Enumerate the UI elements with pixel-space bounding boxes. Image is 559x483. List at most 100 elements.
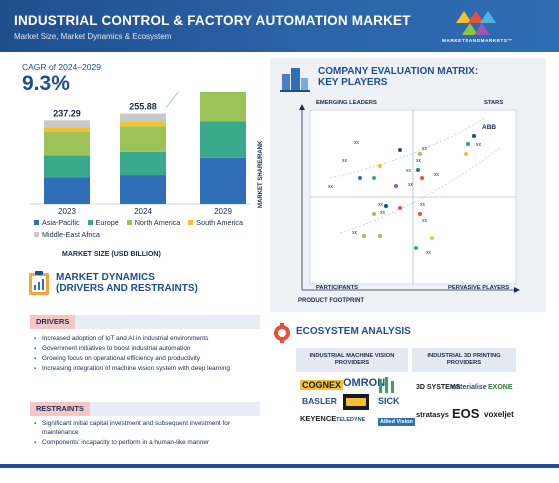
company-point [358,176,362,180]
company-evaluation-matrix-panel: COMPANY EVALUATION MATRIX: KEY PLAYERS E… [258,58,546,312]
growth-arrow [165,92,179,108]
logo-materialise: materialise [450,384,487,391]
bar-segment-2024-1 [120,151,166,176]
company-point [362,234,366,238]
legend-item: Middle-East Africa [34,230,100,239]
machine-vision-header-line1: INDUSTRIAL MACHINE VISION [309,353,395,359]
company-point [464,152,468,156]
company-placeholder-label: xx [476,142,481,148]
company-placeholder-label: xx [416,158,421,164]
company-point [418,152,422,156]
company-point [394,184,398,188]
company-point [416,168,420,172]
company-point [384,204,388,208]
logo-keyence: KEYENCE [300,414,337,423]
machine-vision-column-header: INDUSTRIAL MACHINE VISION PROVIDERS [296,348,408,372]
logo-cognex: COGNEX [300,380,344,390]
company-point [398,206,402,210]
machine-vision-badge-icon [343,394,369,410]
legend-label: Europe [95,218,119,227]
drivers-label: DRIVERS [30,315,76,329]
restraints-list: Significant initial capital investment a… [34,420,262,449]
legend-swatch [87,220,93,225]
legend-item: North America [126,218,180,227]
drivers-header: DRIVERS [30,315,260,329]
logo-teledyne: TELEDYNE [336,417,366,423]
matrix-y-axis-label: MARKET SHARE/RANK [258,140,264,208]
header-banner: INDUSTRIAL CONTROL & FACTORY AUTOMATION … [0,0,559,52]
restraint-item: Components' incapacity to perform in a h… [34,439,262,448]
quadrant-emerging-leaders: EMERGING LEADERS [316,100,377,106]
company-placeholder-label: xx [354,140,359,146]
company-point [378,234,382,238]
logo-basler: BASLER [302,396,337,406]
driver-item: Growing focus on operational efficiency … [34,355,262,364]
bar-segment-2023-2 [44,132,90,156]
cagr-value: 9.3% [22,72,70,95]
legend-swatch [126,220,132,225]
driver-item: Government initiatives to boost industri… [34,345,262,354]
company-placeholder-label: xx [422,146,427,152]
footer-bar [0,464,559,468]
driver-item: Increased adoption of IoT and AI in indu… [34,335,262,344]
company-placeholder-label: xx [378,202,383,208]
company-point [378,164,382,168]
logo-3d-systems: 3D SYSTEMS [416,384,461,391]
printing-3d-header-line1: INDUSTRIAL 3D PRINTING [427,353,501,359]
bar-total-label: 255.88 [129,102,157,112]
logo-eos: EOS [452,406,480,421]
legend-swatch [188,220,194,225]
company-point [418,212,422,216]
printing-3d-column-header: INDUSTRIAL 3D PRINTING PROVIDERS [412,348,516,372]
legend-label: Middle-East Africa [42,230,100,239]
chart-legend: Asia-Pacific Europe North America South Ame… [34,218,254,242]
bar-segment-2029-1 [200,121,246,158]
company-placeholder-label: xx [420,202,425,208]
machine-vision-mark-icon [379,377,394,393]
company-placeholder-label: xx [408,182,413,188]
matrix-title: COMPANY EVALUATION MATRIX: KEY PLAYERS [318,66,478,88]
cagr-label: CAGR of 2024–2029 [22,62,101,72]
printing-3d-header-line2: PROVIDERS [446,360,482,366]
bar-segment-2023-4 [44,120,90,128]
legend-label: South America [196,218,244,227]
drivers-list: Increased adoption of IoT and AI in indu… [34,335,262,375]
company-point [414,246,418,250]
matrix-title-line2: KEY PLAYERS [318,77,388,88]
page-title: INDUSTRIAL CONTROL & FACTORY AUTOMATION … [14,13,411,28]
legend-item: Asia-Pacific [34,218,80,227]
bar-segment-2023-0 [44,177,90,204]
chart-x-label: MARKET SIZE (USD BILLION) [62,251,161,258]
page-subtitle: Market Size, Market Dynamics & Ecosystem [14,32,172,41]
logo-voxeljet: voxeljet [484,410,514,419]
market-dynamics-title-line2: (DRIVERS AND RESTRAINTS) [56,283,198,294]
bar-segment-2024-2 [120,126,166,152]
legend-item: Europe [87,218,119,227]
company-placeholder-label: xx [342,158,347,164]
company-point [372,176,376,180]
bar-segment-2023-3 [44,127,90,133]
logo-sick: SICK [378,396,400,406]
clipboard-chart-icon [29,271,49,295]
quadrant-participants: PARTICIPANTS [316,285,358,291]
logo-exone: EXONE [488,384,513,391]
brand-name: MARKETSANDMARKETS™ [442,38,513,43]
company-point [472,134,476,138]
company-point [466,142,470,146]
restraint-item: Significant initial capital investment a… [34,420,262,437]
ecosystem-title: ECOSYSTEM ANALYSIS [296,326,411,337]
brand-logo-icon [456,11,496,35]
company-point [372,212,376,216]
bar-segment-2024-4 [120,113,166,122]
company-placeholder-label: xx [434,172,439,178]
bar-segment-2023-1 [44,155,90,178]
bar-segment-2024-3 [120,121,166,127]
market-dynamics-title: MARKET DYNAMICS (DRIVERS AND RESTRAINTS) [56,272,198,294]
legend-swatch [34,232,39,237]
restraints-label: RESTRAINTS [30,402,90,416]
company-placeholder-label: xx [380,210,385,216]
logo-stratasys: stratasys [416,410,449,419]
machine-vision-header-line2: PROVIDERS [334,360,370,366]
company-placeholder-label: xx [422,218,427,224]
